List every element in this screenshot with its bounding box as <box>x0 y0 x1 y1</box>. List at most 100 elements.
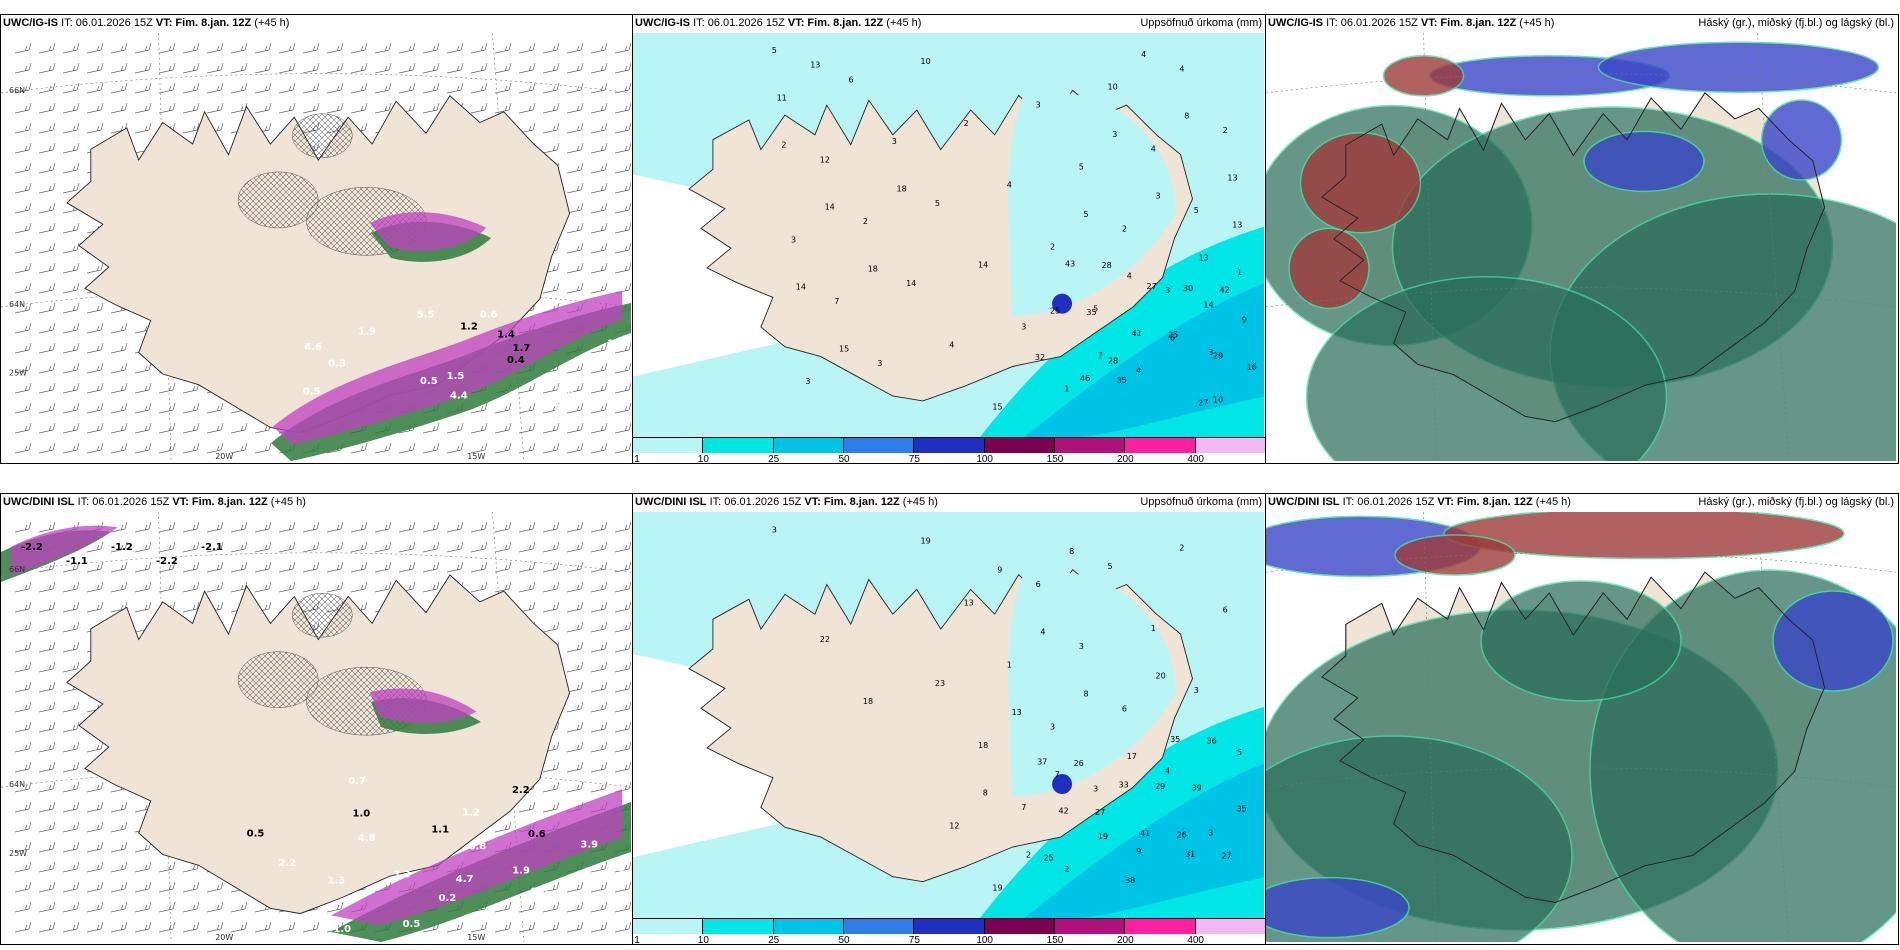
wind-barb <box>326 901 344 913</box>
lead-time: (+45 h) <box>270 496 306 508</box>
wind-barb <box>14 182 32 194</box>
wind-barb <box>542 881 560 893</box>
wind-barb <box>614 442 631 454</box>
init-time: IT: 06.01.2026 15Z <box>1326 17 1418 29</box>
wind-barb <box>62 881 80 893</box>
wind-barb <box>566 102 584 114</box>
coastline <box>1321 571 1826 903</box>
wind-barb <box>14 362 32 374</box>
precip-value-label: 18 <box>863 697 873 706</box>
precip-value-label: 14 <box>906 279 916 288</box>
wind-barb <box>110 422 128 434</box>
wind-barb <box>590 901 608 913</box>
wind-barb <box>350 541 368 553</box>
panel-ig-precip: UWC/IG-IS IT: 06.01.2026 15Z VT: Fim. 8.… <box>632 14 1267 464</box>
precip-value-label: 4 <box>1179 64 1184 73</box>
cloud-mid <box>1772 590 1894 692</box>
precip-value-label: 27 <box>1222 852 1232 861</box>
map-ig-cloud[interactable] <box>1266 33 1896 461</box>
map-ig-precip[interactable]: 5123543442105512334151424510143326712331… <box>633 33 1264 437</box>
snow-value-label: 1.9 <box>358 327 376 338</box>
wind-barb <box>614 382 631 394</box>
wind-barb <box>38 442 56 454</box>
wind-barb <box>182 521 200 533</box>
wind-barb <box>566 122 584 134</box>
wind-barb <box>14 801 32 813</box>
precip-value-label: 4 <box>1007 181 1012 190</box>
wind-barb <box>326 521 344 533</box>
precip-value-label: 14 <box>796 283 806 292</box>
wind-barb <box>278 521 296 533</box>
wind-barb <box>62 761 80 773</box>
snow-value-label: 0.6 <box>530 886 548 897</box>
panel-field-title: Háský (gr.), miðský (fj.bl.) og lágský (… <box>1698 17 1894 29</box>
wind-barb <box>566 661 584 673</box>
wind-barb <box>590 761 608 773</box>
snow-value-label: 0.8 <box>469 841 487 852</box>
wind-barb <box>542 761 560 773</box>
colorbar-swatch <box>1125 437 1196 453</box>
wind-barb <box>518 62 536 74</box>
snow-value-label: 3.3 <box>393 870 411 881</box>
precip-value-label: 25 <box>1050 306 1060 315</box>
wind-barb <box>206 581 224 593</box>
wind-barb <box>134 561 152 573</box>
wind-barb <box>206 82 224 94</box>
wind-barb <box>230 921 248 933</box>
wind-barb <box>38 621 56 633</box>
wind-barb <box>590 561 608 573</box>
map-dini-cloud[interactable] <box>1266 512 1896 942</box>
wind-barb <box>590 581 608 593</box>
panel-header: UWC/DINI ISL IT: 06.01.2026 15Z VT: Fim.… <box>635 496 938 508</box>
precip-value-label: 3 <box>772 525 777 534</box>
precip-value-label: 8 <box>983 788 988 797</box>
wind-barb <box>614 761 631 773</box>
wind-barb <box>542 621 560 633</box>
wind-barb <box>614 202 631 214</box>
lon-label-15w: 15W <box>467 452 485 461</box>
cloud-mid <box>1760 99 1843 181</box>
wind-barb <box>38 581 56 593</box>
wind-barb <box>14 322 32 334</box>
wind-barb <box>614 42 631 54</box>
snow-value-label: 1.2 <box>460 321 478 332</box>
map-dini-wind[interactable]: -2.2 -1.1 -1.2 -2.2 -2.1 0.6 0.5 0.7 1.9 1.3 2.2 4.… <box>1 512 631 942</box>
wind-barb <box>110 841 128 853</box>
wind-barb <box>614 881 631 893</box>
wind-barb <box>86 881 104 893</box>
wind-barb <box>326 541 344 553</box>
wind-barb <box>542 62 560 74</box>
wind-barb <box>542 801 560 813</box>
wind-barb <box>398 561 416 573</box>
wind-barb <box>398 442 416 454</box>
map-dini-precip[interactable]: 3563324196533236711918131223193331371835… <box>633 512 1264 918</box>
valid-time: Fim. 8.jan. 12Z <box>191 496 268 508</box>
wind-barb <box>38 921 56 933</box>
wind-barb <box>110 402 128 414</box>
precip-value-label: 19 <box>1098 832 1108 841</box>
model-name: UWC/IG-IS <box>3 17 58 29</box>
wind-barb <box>590 781 608 793</box>
snow-value-label: 1.5 <box>607 863 625 874</box>
precip-value-label: 6 <box>1122 704 1127 713</box>
valid-time: Fim. 8.jan. 12Z <box>823 496 900 508</box>
map-ig-wind[interactable]: 0.4 0.5 0.6 2.2 4.6 1.7 4.4 5.5 0.6 0.5 1.4 2.2 1.9 1… <box>1 33 631 461</box>
wind-barb <box>614 182 631 194</box>
wind-barb <box>302 521 320 533</box>
wind-barb <box>350 442 368 454</box>
wind-barb <box>542 901 560 913</box>
wind-barb <box>566 402 584 414</box>
wind-barb <box>38 601 56 613</box>
wind-barb <box>134 122 152 134</box>
precip-value-label: 1 <box>1064 384 1069 393</box>
wind-barb <box>374 521 392 533</box>
wind-barb <box>326 42 344 54</box>
wind-barb <box>182 422 200 434</box>
colorbar-label: 50 <box>838 935 850 945</box>
wind-barb <box>374 442 392 454</box>
snow-band <box>272 290 623 445</box>
wind-barb <box>254 581 272 593</box>
wind-barb <box>446 521 464 533</box>
wind-barb <box>62 801 80 813</box>
wind-barb <box>446 82 464 94</box>
